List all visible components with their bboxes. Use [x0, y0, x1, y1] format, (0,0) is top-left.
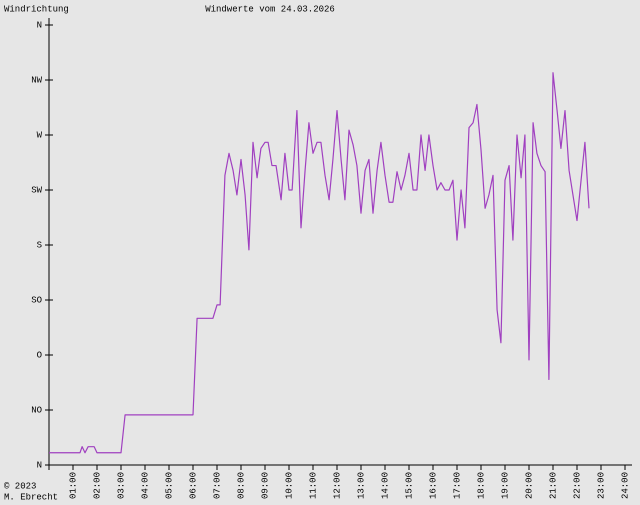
x-tick-label: 20:00 [524, 472, 534, 499]
x-tick-label: 22:00 [572, 472, 582, 499]
y-tick-label: NO [31, 405, 42, 415]
x-tick-label: 06:00 [188, 472, 198, 499]
x-tick-label: 15:00 [404, 472, 414, 499]
x-tick-label: 18:00 [476, 472, 486, 499]
x-tick-label: 16:00 [428, 472, 438, 499]
y-tick-label: O [37, 350, 42, 360]
copyright: © 2023 [4, 481, 36, 491]
x-tick-label: 01:00 [68, 472, 78, 499]
x-tick-label: 02:00 [92, 472, 102, 499]
x-tick-label: 21:00 [548, 472, 558, 499]
y-tick-label: S [37, 240, 42, 250]
x-tick-label: 08:00 [236, 472, 246, 499]
y-tick-label: SO [31, 295, 42, 305]
y-tick-label: N [37, 460, 42, 470]
x-tick-label: 04:00 [140, 472, 150, 499]
x-tick-label: 17:00 [452, 472, 462, 499]
y-tick-label: N [37, 20, 42, 30]
x-tick-label: 11:00 [308, 472, 318, 499]
x-tick-label: 24:00 [620, 472, 630, 499]
x-tick-label: 03:00 [116, 472, 126, 499]
wind-direction-line [49, 72, 590, 454]
x-tick-label: 19:00 [500, 472, 510, 499]
x-tick-label: 07:00 [212, 472, 222, 499]
author: M. Ebrecht [4, 492, 58, 502]
y-tick-label: NW [31, 75, 42, 85]
chart-title: Windwerte vom 24.03.2026 [205, 4, 335, 14]
y-tick-label: SW [31, 185, 42, 195]
x-tick-label: 10:00 [284, 472, 294, 499]
y-tick-label: W [37, 130, 43, 140]
y-axis-label: Windrichtung [4, 4, 69, 14]
x-tick-label: 23:00 [596, 472, 606, 499]
x-tick-label: 13:00 [356, 472, 366, 499]
x-tick-label: 14:00 [380, 472, 390, 499]
x-tick-label: 09:00 [260, 472, 270, 499]
x-tick-label: 12:00 [332, 472, 342, 499]
x-tick-label: 05:00 [164, 472, 174, 499]
